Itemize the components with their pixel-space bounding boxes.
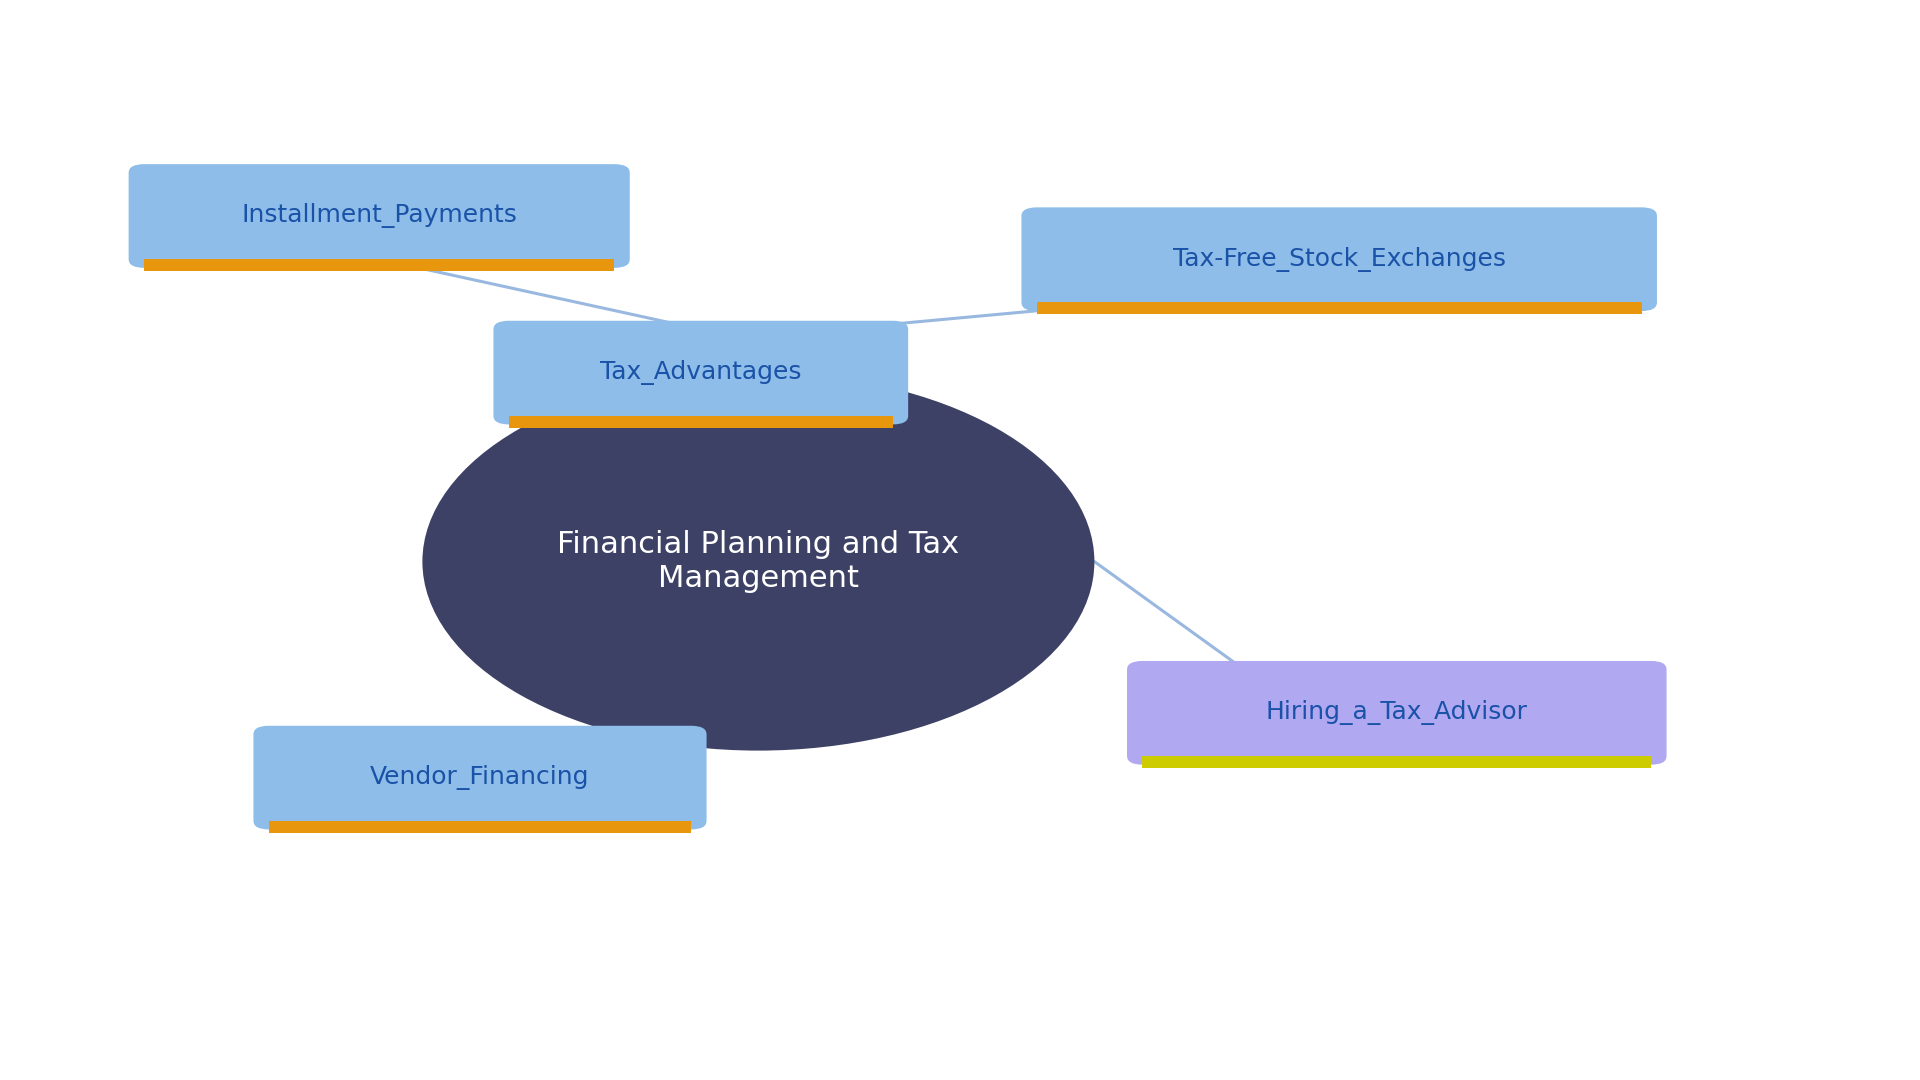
FancyBboxPatch shape	[493, 321, 908, 424]
FancyBboxPatch shape	[253, 726, 707, 829]
Bar	[509, 416, 893, 428]
Text: Financial Planning and Tax
Management: Financial Planning and Tax Management	[557, 530, 960, 593]
FancyBboxPatch shape	[129, 164, 630, 268]
Bar	[269, 821, 691, 833]
Bar	[144, 259, 614, 271]
Circle shape	[422, 373, 1094, 751]
FancyBboxPatch shape	[1021, 207, 1657, 311]
Text: Installment_Payments: Installment_Payments	[242, 203, 516, 229]
Text: Hiring_a_Tax_Advisor: Hiring_a_Tax_Advisor	[1265, 700, 1528, 726]
FancyBboxPatch shape	[1127, 661, 1667, 765]
Text: Vendor_Financing: Vendor_Financing	[371, 765, 589, 791]
Text: Tax-Free_Stock_Exchanges: Tax-Free_Stock_Exchanges	[1173, 246, 1505, 272]
Bar	[1037, 302, 1642, 314]
Text: Tax_Advantages: Tax_Advantages	[601, 360, 801, 386]
Bar	[1142, 756, 1651, 768]
